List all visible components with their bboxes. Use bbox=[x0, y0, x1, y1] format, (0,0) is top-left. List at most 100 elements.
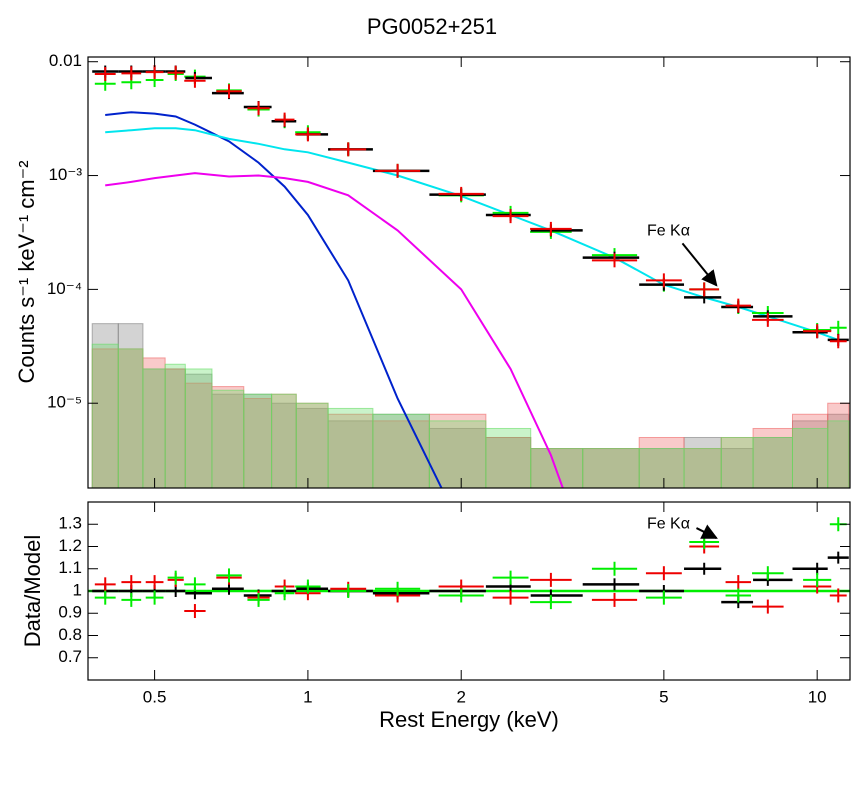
data-point bbox=[829, 588, 847, 603]
y-tick-label: 0.01 bbox=[49, 51, 82, 70]
data-point bbox=[725, 298, 752, 313]
data-point bbox=[145, 575, 164, 590]
background-bin bbox=[428, 420, 487, 488]
x-tick-label: 0.5 bbox=[143, 687, 167, 706]
data-point bbox=[792, 326, 828, 339]
data-point bbox=[216, 84, 242, 99]
background-bin bbox=[683, 448, 722, 488]
y-tick-label: 0.7 bbox=[58, 647, 82, 666]
background-bin bbox=[752, 427, 793, 488]
data-point bbox=[803, 572, 832, 587]
data-point bbox=[374, 163, 421, 178]
y-tick-label: 10⁻⁵ bbox=[47, 393, 82, 412]
background-bin bbox=[271, 393, 297, 488]
model-line bbox=[105, 172, 564, 488]
annotation-arrow bbox=[681, 242, 718, 287]
annotation: Fe Kα bbox=[647, 515, 690, 532]
data-point bbox=[752, 566, 784, 581]
data-point bbox=[295, 579, 321, 594]
data-point bbox=[374, 581, 421, 596]
plot-area bbox=[91, 65, 850, 488]
data-point bbox=[185, 71, 212, 84]
x-tick-label: 10 bbox=[808, 687, 827, 706]
data-point bbox=[530, 595, 572, 610]
background-bin bbox=[91, 348, 119, 488]
background-bin bbox=[638, 436, 685, 488]
y-axis-title: Data/Model bbox=[20, 535, 45, 648]
data-point bbox=[184, 604, 206, 619]
y-axis-title: Counts s⁻¹ keV⁻¹ cm⁻² bbox=[14, 160, 39, 383]
data-point bbox=[274, 112, 295, 127]
data-point bbox=[684, 562, 722, 575]
data-point bbox=[330, 142, 367, 157]
background-bin bbox=[295, 402, 329, 488]
data-point bbox=[645, 273, 682, 288]
background-bin bbox=[243, 393, 273, 488]
y-tick-label: 0.9 bbox=[58, 603, 82, 622]
background-bin bbox=[720, 436, 754, 488]
data-point bbox=[492, 570, 529, 585]
data-point bbox=[274, 586, 295, 601]
data-point bbox=[247, 101, 270, 116]
background-bin bbox=[372, 413, 430, 488]
background-bin bbox=[117, 323, 144, 488]
x-tick-label: 5 bbox=[659, 687, 668, 706]
data-point bbox=[185, 587, 212, 600]
x-tick-label: 1 bbox=[303, 687, 312, 706]
data-point bbox=[184, 73, 206, 88]
data-point bbox=[792, 562, 828, 575]
data-point bbox=[167, 570, 184, 585]
background-bin bbox=[117, 348, 144, 488]
y-tick-label: 1.2 bbox=[58, 536, 82, 555]
data-point bbox=[492, 590, 529, 605]
background-bin bbox=[142, 368, 166, 488]
data-point bbox=[753, 573, 793, 586]
data-point bbox=[721, 596, 754, 609]
background-bin bbox=[184, 368, 213, 488]
data-point bbox=[121, 592, 142, 607]
data-point bbox=[211, 87, 244, 100]
background-bin bbox=[638, 448, 685, 488]
background-bin bbox=[791, 427, 829, 488]
y-tick-label: 1.1 bbox=[58, 558, 82, 577]
background-bin bbox=[91, 343, 119, 488]
background-bin bbox=[683, 436, 722, 488]
data-point bbox=[725, 575, 752, 590]
data-point bbox=[645, 590, 682, 605]
background-bin bbox=[582, 448, 640, 488]
data-point bbox=[591, 253, 638, 268]
data-point bbox=[145, 65, 164, 80]
background-bin bbox=[752, 436, 793, 488]
background-bin bbox=[211, 389, 245, 488]
data-point bbox=[121, 66, 142, 81]
y-tick-label: 1.3 bbox=[58, 514, 82, 533]
data-point bbox=[530, 221, 572, 236]
plot-frame bbox=[87, 56, 851, 489]
data-point bbox=[94, 66, 116, 81]
data-point bbox=[295, 127, 321, 142]
background-bin bbox=[791, 420, 829, 488]
y-tick-label: 10⁻⁴ bbox=[47, 279, 82, 298]
data-point bbox=[330, 584, 367, 598]
data-point bbox=[438, 588, 484, 603]
annotation-arrow bbox=[696, 524, 718, 539]
data-point bbox=[752, 312, 784, 327]
data-point bbox=[167, 65, 184, 80]
data-point bbox=[492, 209, 529, 224]
background-bin bbox=[428, 413, 487, 488]
x-axis-title: Rest Energy (keV) bbox=[379, 707, 559, 732]
model-line bbox=[105, 111, 443, 488]
data-point bbox=[639, 585, 685, 597]
background-bin bbox=[327, 420, 374, 488]
data-point bbox=[211, 582, 244, 595]
data-point bbox=[121, 575, 142, 590]
data-point bbox=[725, 588, 752, 603]
data-point bbox=[530, 572, 572, 587]
background-bin bbox=[372, 420, 430, 488]
background-bin bbox=[243, 393, 273, 488]
background-bin bbox=[372, 413, 430, 488]
data-point bbox=[216, 568, 242, 583]
background-bin bbox=[720, 436, 754, 488]
